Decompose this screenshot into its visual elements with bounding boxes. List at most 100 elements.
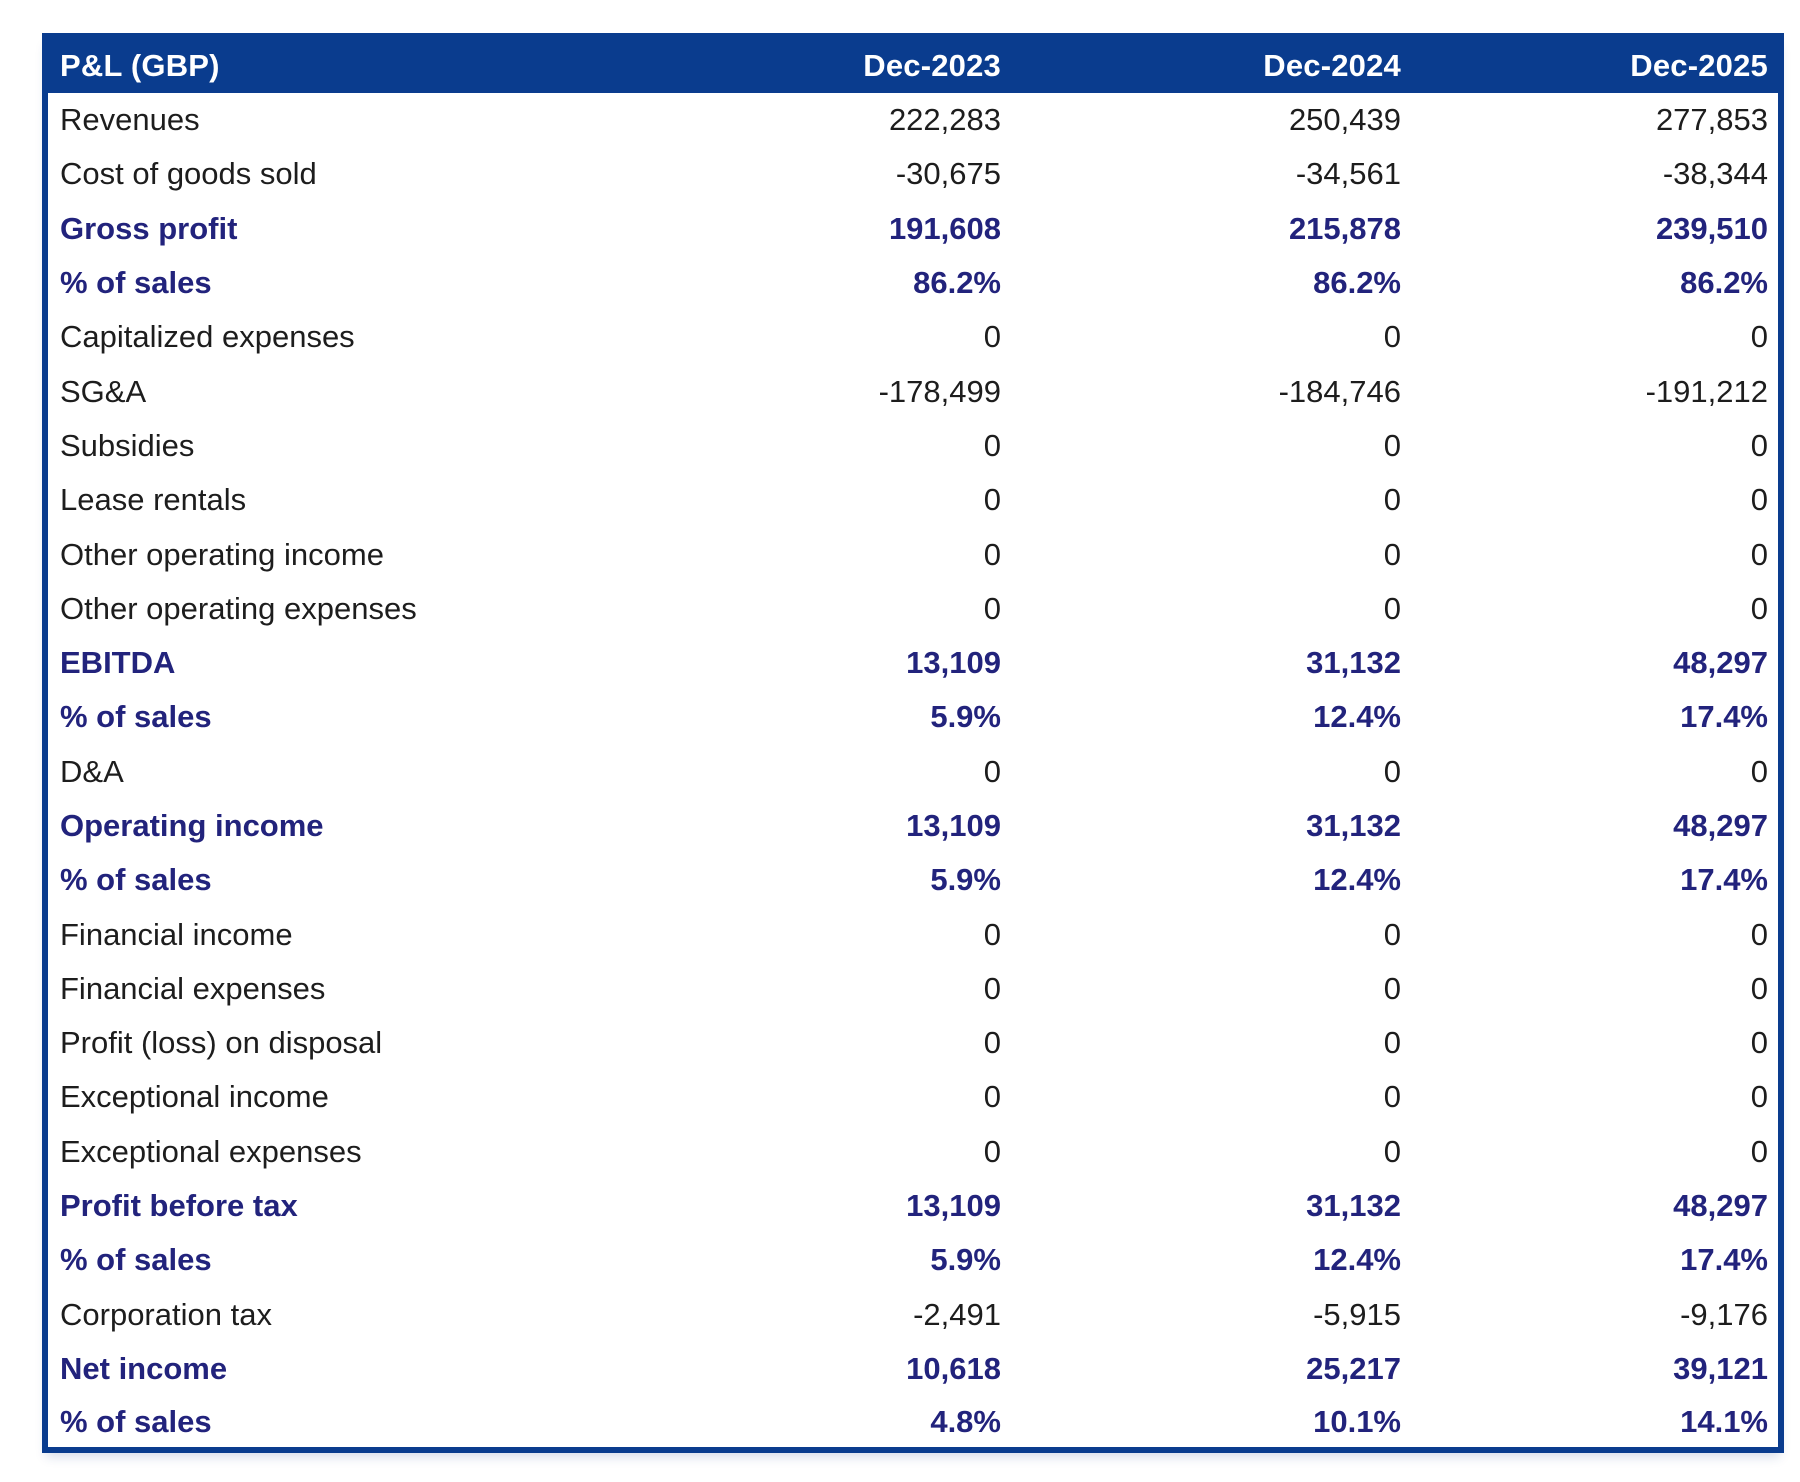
row-label: Profit before tax <box>45 1178 591 1234</box>
cell-value: 0 <box>1411 1016 1781 1071</box>
cell-value: 17.4% <box>1411 690 1781 745</box>
cell-value: -191,212 <box>1411 364 1781 419</box>
cell-value: 0 <box>591 744 1011 799</box>
cell-value: 277,853 <box>1411 93 1781 148</box>
cell-value: -184,746 <box>1011 364 1411 419</box>
cell-value: -34,561 <box>1011 147 1411 202</box>
table-row: % of sales 5.9% 12.4% 17.4% <box>45 853 1781 908</box>
cell-value: -38,344 <box>1411 147 1781 202</box>
cell-value: -2,491 <box>591 1287 1011 1342</box>
row-label: SG&A <box>45 364 591 419</box>
row-label: Financial expenses <box>45 961 591 1017</box>
cell-value: 39,121 <box>1411 1341 1781 1397</box>
table-row: Exceptional expenses 0 0 0 <box>45 1124 1781 1179</box>
row-label: Corporation tax <box>45 1287 591 1342</box>
row-label: Financial income <box>45 907 591 962</box>
cell-value: 5.9% <box>591 690 1011 745</box>
table-row: Other operating expenses 0 0 0 <box>45 581 1781 636</box>
table-row: Gross profit 191,608 215,878 239,510 <box>45 201 1781 256</box>
cell-value: 0 <box>591 1070 1011 1125</box>
table-row: SG&A -178,499 -184,746 -191,212 <box>45 364 1781 419</box>
column-header-dec-2023: Dec-2023 <box>591 36 1011 93</box>
table-row: % of sales 5.9% 12.4% 17.4% <box>45 1233 1781 1288</box>
table-row: % of sales 5.9% 12.4% 17.4% <box>45 690 1781 745</box>
cell-value: -5,915 <box>1011 1287 1411 1342</box>
cell-value: 0 <box>1411 527 1781 582</box>
cell-value: 0 <box>1411 1124 1781 1179</box>
cell-value: 0 <box>591 418 1011 474</box>
row-label: Exceptional income <box>45 1070 591 1125</box>
cell-value: 5.9% <box>591 1233 1011 1288</box>
table-body: Revenues 222,283 250,439 277,853 Cost of goo… <box>45 93 1781 1451</box>
table-row: Profit before tax 13,109 31,132 48,297 <box>45 1178 1781 1234</box>
row-label: % of sales <box>45 1396 591 1451</box>
cell-value: 25,217 <box>1011 1341 1411 1397</box>
table-row: Cost of goods sold -30,675 -34,561 -38,344 <box>45 147 1781 202</box>
cell-value: 215,878 <box>1011 201 1411 256</box>
row-label: D&A <box>45 744 591 799</box>
cell-value: 14.1% <box>1411 1396 1781 1451</box>
cell-value: 191,608 <box>591 201 1011 256</box>
table-row: Subsidies 0 0 0 <box>45 418 1781 474</box>
cell-value: -30,675 <box>591 147 1011 202</box>
cell-value: 0 <box>1011 418 1411 474</box>
table-row: Operating income 13,109 31,132 48,297 <box>45 798 1781 854</box>
cell-value: 13,109 <box>591 1178 1011 1234</box>
header-row: P&L (GBP) Dec-2023 Dec-2024 Dec-2025 <box>45 36 1781 93</box>
row-label: Net income <box>45 1341 591 1397</box>
table-row: Capitalized expenses 0 0 0 <box>45 310 1781 365</box>
table-row: D&A 0 0 0 <box>45 744 1781 799</box>
table-row: Corporation tax -2,491 -5,915 -9,176 <box>45 1287 1781 1342</box>
cell-value: 17.4% <box>1411 853 1781 908</box>
cell-value: 48,297 <box>1411 798 1781 854</box>
cell-value: 0 <box>1011 527 1411 582</box>
row-label: Subsidies <box>45 418 591 474</box>
cell-value: 0 <box>1011 1016 1411 1071</box>
row-label: Gross profit <box>45 201 591 256</box>
row-label: % of sales <box>45 1233 591 1288</box>
cell-value: 0 <box>591 961 1011 1017</box>
cell-value: 0 <box>1011 1070 1411 1125</box>
cell-value: 31,132 <box>1011 798 1411 854</box>
cell-value: 0 <box>591 907 1011 962</box>
cell-value: 13,109 <box>591 798 1011 854</box>
row-label: EBITDA <box>45 635 591 691</box>
row-label: Lease rentals <box>45 473 591 528</box>
row-label: Operating income <box>45 798 591 854</box>
cell-value: -178,499 <box>591 364 1011 419</box>
cell-value: 0 <box>1411 744 1781 799</box>
table-row: EBITDA 13,109 31,132 48,297 <box>45 635 1781 691</box>
cell-value: 239,510 <box>1411 201 1781 256</box>
row-label: Cost of goods sold <box>45 147 591 202</box>
cell-value: -9,176 <box>1411 1287 1781 1342</box>
cell-value: 4.8% <box>591 1396 1011 1451</box>
table-row: Financial expenses 0 0 0 <box>45 961 1781 1017</box>
cell-value: 12.4% <box>1011 1233 1411 1288</box>
table-title: P&L (GBP) <box>45 36 591 93</box>
cell-value: 0 <box>1011 581 1411 636</box>
column-header-dec-2024: Dec-2024 <box>1011 36 1411 93</box>
row-label: % of sales <box>45 853 591 908</box>
row-label: Other operating expenses <box>45 581 591 636</box>
row-label: Capitalized expenses <box>45 310 591 365</box>
cell-value: 0 <box>591 527 1011 582</box>
table-row: Exceptional income 0 0 0 <box>45 1070 1781 1125</box>
column-header-dec-2025: Dec-2025 <box>1411 36 1781 93</box>
cell-value: 0 <box>1011 310 1411 365</box>
cell-value: 0 <box>1011 744 1411 799</box>
cell-value: 12.4% <box>1011 853 1411 908</box>
cell-value: 5.9% <box>591 853 1011 908</box>
row-label: % of sales <box>45 255 591 311</box>
cell-value: 0 <box>1011 961 1411 1017</box>
cell-value: 10,618 <box>591 1341 1011 1397</box>
table-row: Revenues 222,283 250,439 277,853 <box>45 93 1781 148</box>
cell-value: 0 <box>1411 581 1781 636</box>
cell-value: 0 <box>1411 310 1781 365</box>
table-row: % of sales 4.8% 10.1% 14.1% <box>45 1396 1781 1451</box>
row-label: Revenues <box>45 93 591 148</box>
cell-value: 17.4% <box>1411 1233 1781 1288</box>
cell-value: 0 <box>591 473 1011 528</box>
cell-value: 31,132 <box>1011 1178 1411 1234</box>
table-row: Financial income 0 0 0 <box>45 907 1781 962</box>
